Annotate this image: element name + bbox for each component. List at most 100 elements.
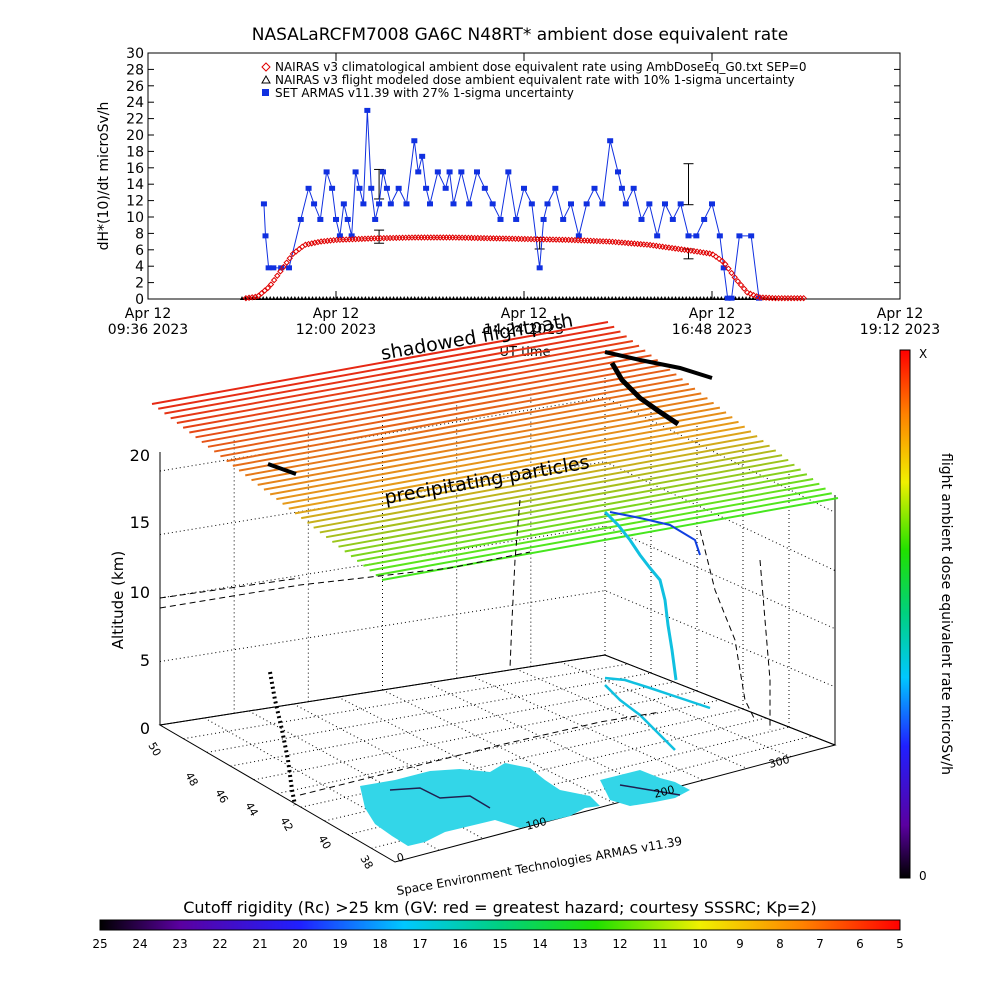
data-point-triangle (342, 296, 347, 300)
data-point-square (427, 201, 433, 207)
data-point-diamond (311, 239, 319, 246)
y-tick-label: 6 (135, 243, 144, 259)
data-point-diamond (718, 257, 726, 265)
data-point-diamond (800, 294, 807, 302)
x-tick-date: Apr 12 (501, 306, 547, 322)
land-mass-map (360, 763, 690, 846)
data-point-square (560, 216, 567, 222)
data-point-diamond (267, 281, 275, 288)
colorbar-tick-label: 24 (132, 937, 147, 951)
data-point-triangle (663, 296, 667, 300)
particle-sheet-line (288, 425, 745, 510)
data-point-square (329, 185, 336, 191)
data-point-triangle (641, 296, 646, 300)
data-point-triangle (617, 296, 622, 300)
data-point-triangle (317, 296, 322, 300)
data-point-triangle (335, 296, 340, 300)
legend-marker-square (262, 89, 269, 96)
lat-tick-label: 42 (277, 815, 295, 834)
data-point-diamond (255, 292, 262, 300)
data-point-square (372, 216, 379, 222)
data-point-square (724, 295, 731, 301)
data-point-square (383, 185, 390, 191)
data-point-triangle (680, 296, 685, 300)
particle-sheet-line (170, 335, 627, 420)
data-point-triangle (655, 296, 660, 300)
data-point-triangle (426, 296, 431, 300)
data-point-square (262, 233, 269, 239)
data-point-square (728, 295, 735, 301)
data-point-square (297, 216, 304, 222)
series-line (263, 110, 760, 299)
particle-sheet-line (151, 321, 609, 405)
data-point-diamond (305, 240, 312, 248)
chart-title: NASALaRCFM7008 GA6C N48RT* ambient dose … (252, 25, 789, 45)
data-point-square (360, 201, 367, 207)
y-tick-label: 10 (126, 210, 144, 226)
data-point-triangle (370, 296, 375, 300)
data-point-triangle (500, 296, 505, 300)
data-point-square (364, 107, 371, 113)
data-point-triangle (747, 296, 752, 300)
data-point-triangle (395, 296, 400, 300)
colorbar-bottom-label: 0 (919, 869, 927, 883)
data-point-square (701, 216, 708, 222)
data-point-triangle (303, 296, 308, 300)
data-point-square (387, 201, 394, 207)
data-point-square (340, 201, 347, 207)
data-point-triangle (423, 296, 428, 300)
data-point-square (669, 216, 676, 222)
lat-tick-label: 44 (242, 800, 260, 819)
data-point-square (336, 233, 343, 239)
data-point-triangle (610, 296, 615, 300)
particle-sheet-line (182, 344, 640, 429)
data-point-triangle (257, 296, 262, 300)
data-point-triangle (603, 296, 608, 300)
floor-grid-line (277, 699, 721, 794)
data-point-triangle (479, 296, 484, 300)
data-point-triangle (345, 296, 350, 300)
particle-sheet-line (332, 458, 789, 543)
data-point-triangle (331, 296, 336, 300)
data-point-triangle (588, 296, 593, 300)
data-point-square (395, 185, 402, 191)
data-point-triangle (532, 296, 537, 300)
lat-tick-label: 48 (182, 770, 200, 789)
particle-sheet-line (375, 492, 832, 577)
data-point-triangle (381, 296, 385, 300)
data-point-square (474, 169, 480, 175)
data-point-triangle (599, 296, 604, 300)
colorbar-tick-label: 23 (172, 937, 187, 951)
data-point-triangle (328, 296, 333, 300)
data-point-triangle (402, 296, 407, 300)
particle-sheet-line (213, 368, 671, 453)
data-point-square (720, 265, 727, 271)
data-point-square (685, 233, 692, 239)
data-point-triangle (409, 296, 414, 300)
data-point-square (333, 216, 339, 222)
data-point-triangle (268, 296, 273, 300)
data-point-triangle (497, 296, 502, 300)
data-point-triangle (486, 296, 491, 300)
data-point-square (403, 201, 410, 207)
data-point-diamond (750, 291, 757, 299)
lat-tick-label: 50 (145, 740, 163, 759)
data-point-triangle (571, 296, 576, 300)
data-point-square (756, 295, 762, 301)
data-point-triangle (285, 296, 290, 300)
series-nairas-climatological (242, 234, 807, 302)
data-point-triangle (578, 296, 583, 300)
data-point-triangle (581, 296, 586, 300)
data-point-square (450, 201, 457, 207)
data-point-square (265, 265, 272, 271)
legend-label: NAIRAS v3 flight modeled dose ambient eq… (275, 73, 795, 87)
data-point-triangle (550, 296, 555, 300)
colorbar-tick-label: 21 (252, 937, 267, 951)
particle-sheet-line (301, 435, 758, 520)
data-point-diamond (283, 259, 290, 266)
data-point-square (376, 201, 383, 207)
data-point-triangle (447, 296, 452, 300)
data-point-triangle (271, 296, 276, 300)
